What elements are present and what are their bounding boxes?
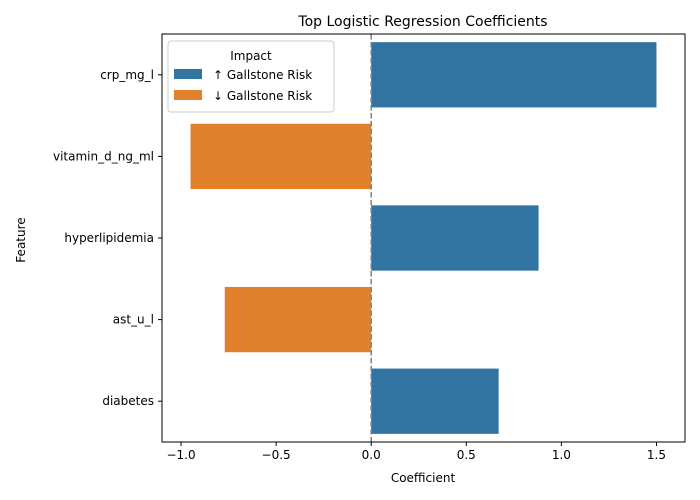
y-axis-label: Feature: [14, 217, 28, 262]
y-tick-label: crp_mg_l: [100, 68, 154, 82]
y-tick-label: ast_u_l: [113, 313, 154, 327]
bar-vitamin_d_ng_ml: [190, 123, 372, 190]
y-tick-label: vitamin_d_ng_ml: [53, 149, 154, 163]
bar-diabetes: [371, 368, 499, 434]
y-tick-label: hyperlipidemia: [64, 231, 154, 245]
x-axis-label: Coefficient: [391, 471, 456, 485]
legend-label-up: ↑ Gallstone Risk: [213, 68, 312, 82]
bar-crp_mg_l: [371, 42, 657, 108]
x-tick-label: −0.5: [262, 448, 291, 462]
legend: Impact ↑ Gallstone Risk ↓ Gallstone Risk: [167, 40, 335, 113]
plot-area: [161, 33, 686, 443]
x-tick-label: 0.5: [457, 448, 476, 462]
legend-label-down: ↓ Gallstone Risk: [213, 89, 312, 103]
x-tick-label: 1.0: [552, 448, 571, 462]
legend-swatch-down: [174, 90, 202, 100]
y-tick-label: diabetes: [102, 394, 154, 408]
x-axis: −1.0 −0.5 0.0 0.5 1.0 1.5: [166, 442, 666, 462]
y-axis: crp_mg_l vitamin_d_ng_ml hyperlipidemia ast…: [53, 68, 162, 408]
legend-title: Impact: [230, 49, 272, 63]
x-tick-label: 0.0: [362, 448, 381, 462]
bar-hyperlipidemia: [371, 205, 539, 271]
legend-swatch-up: [174, 69, 202, 79]
x-tick-label: −1.0: [166, 448, 195, 462]
chart-title: Top Logistic Regression Coefficients: [297, 14, 547, 30]
x-tick-label: 1.5: [647, 448, 666, 462]
legend-box: [167, 40, 335, 113]
bar-ast_u_l: [224, 286, 372, 353]
